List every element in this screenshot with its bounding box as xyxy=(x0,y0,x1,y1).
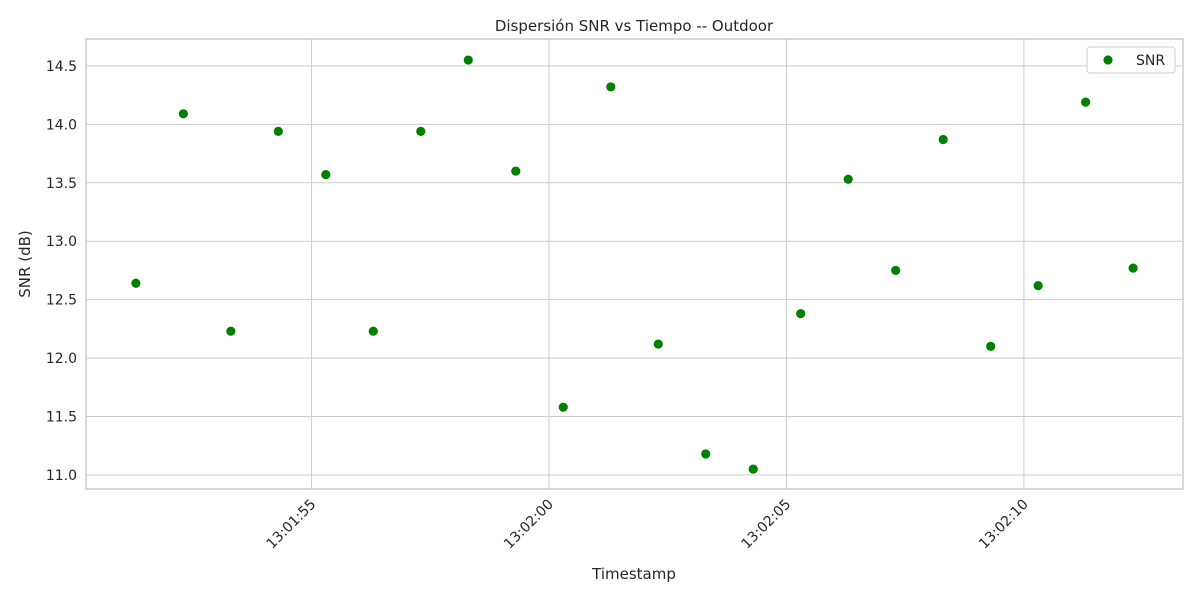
legend-marker xyxy=(1103,55,1113,65)
data-point xyxy=(701,449,711,459)
y-tick-label: 11.0 xyxy=(46,468,77,484)
data-point xyxy=(1128,263,1138,273)
legend: SNR xyxy=(1086,46,1176,74)
legend-label-snr: SNR xyxy=(1136,53,1165,69)
y-tick-labels: 11.0 11.5 12.0 12.5 13.0 13.5 14.0 14.5 xyxy=(46,59,77,484)
data-point xyxy=(986,341,996,352)
y-tick-label: 14.0 xyxy=(46,117,77,133)
data-point xyxy=(1081,97,1091,107)
y-tick-label: 13.5 xyxy=(46,176,77,192)
data-point xyxy=(273,126,283,136)
data-point xyxy=(796,309,806,319)
plot-frame xyxy=(85,38,1184,490)
y-tick-label: 12.0 xyxy=(46,351,77,367)
data-point xyxy=(226,326,236,336)
data-point xyxy=(463,55,473,65)
data-point xyxy=(1033,281,1043,291)
x-axis-label: Timestamp xyxy=(591,565,676,583)
data-point xyxy=(368,326,378,336)
legend-box xyxy=(1086,46,1176,74)
data-point xyxy=(511,166,521,176)
data-point xyxy=(653,339,663,349)
data-point xyxy=(416,126,426,136)
data-point xyxy=(178,109,188,119)
data-point xyxy=(558,402,568,412)
y-tick-label: 14.5 xyxy=(46,59,77,75)
grid-lines xyxy=(86,39,1183,489)
data-point xyxy=(891,265,901,276)
data-point xyxy=(131,278,141,288)
y-tick-label: 12.5 xyxy=(46,293,77,309)
data-points xyxy=(131,55,1138,474)
data-point xyxy=(748,464,758,474)
y-tick-label: 13.0 xyxy=(46,234,77,250)
chart-title: Dispersión SNR vs Tiempo -- Outdoor xyxy=(495,17,774,35)
data-point xyxy=(606,82,616,92)
y-axis-label: SNR (dB) xyxy=(16,230,34,297)
data-point xyxy=(321,169,331,180)
y-tick-label: 11.5 xyxy=(46,410,77,426)
data-point xyxy=(843,174,853,184)
data-point xyxy=(938,134,948,145)
